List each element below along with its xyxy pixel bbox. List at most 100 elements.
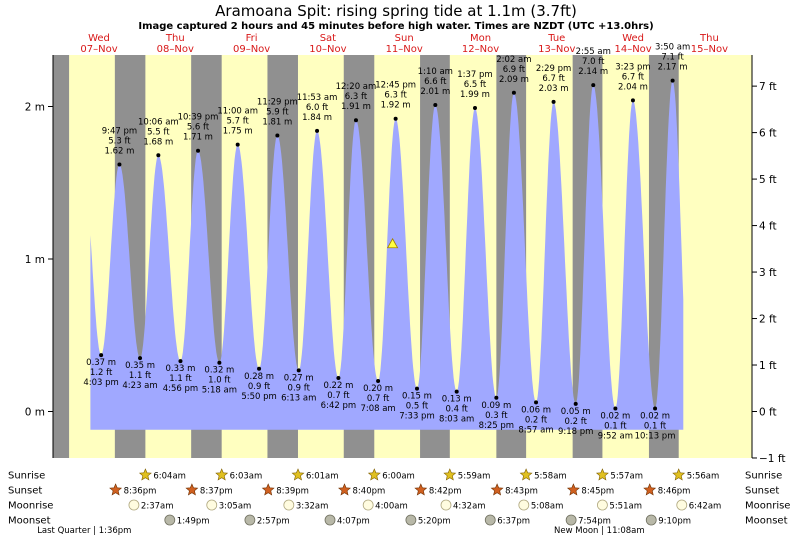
moonrise-time: 4:32am bbox=[453, 502, 486, 512]
day-name: Thu bbox=[699, 33, 719, 44]
high-tide-label: 1.75 m bbox=[223, 127, 253, 137]
high-tide-label: 1.84 m bbox=[302, 113, 332, 123]
high-tide-label: 1.91 m bbox=[341, 102, 371, 112]
low-tide-label: 1.1 ft bbox=[169, 374, 192, 384]
low-tide-label: 0.7 ft bbox=[367, 394, 390, 404]
high-tide-label: 6.6 ft bbox=[424, 77, 447, 87]
low-tide-label: 7:33 pm bbox=[399, 412, 434, 422]
high-tide-label: 11:29 pm bbox=[257, 97, 298, 107]
day-date: 14–Nov bbox=[614, 44, 651, 55]
low-tide-label: 0.2 ft bbox=[565, 417, 588, 427]
sunrise-icon bbox=[215, 468, 229, 481]
low-tide-label: 4:23 am bbox=[122, 381, 157, 391]
high-tide-label: 5.5 ft bbox=[147, 127, 170, 137]
moonrise-icon bbox=[206, 499, 218, 511]
sunset-row-label-right: Sunset bbox=[745, 486, 779, 497]
high-tide-label: 1.62 m bbox=[104, 146, 134, 156]
low-tide-label: 1.1 ft bbox=[129, 371, 152, 381]
high-tide-label: 6.5 ft bbox=[464, 80, 487, 90]
moonrise-row-label-left: Moonrise bbox=[8, 501, 53, 512]
high-tide-point bbox=[315, 128, 320, 133]
low-tide-label: 0.06 m bbox=[521, 405, 551, 415]
moonset-icon bbox=[645, 514, 657, 526]
high-tide-point bbox=[511, 90, 516, 95]
day-name: Thu bbox=[165, 33, 185, 44]
current-tide-marker bbox=[386, 237, 399, 249]
chart-title: Aramoana Spit: rising spring tide at 1.1… bbox=[215, 2, 577, 20]
low-tide-label: 8:03 am bbox=[439, 415, 474, 425]
high-tide-label: 11:53 am bbox=[297, 93, 338, 103]
moonset-icon bbox=[405, 514, 417, 526]
moon-phase-label: Last Quarter | 1:36pm bbox=[37, 526, 131, 536]
moonrise-time: 5:51am bbox=[609, 502, 642, 512]
high-tide-label: 2.09 m bbox=[499, 75, 529, 85]
low-tide-label: 0.13 m bbox=[442, 395, 472, 405]
low-tide-label: 7:08 am bbox=[360, 404, 395, 414]
sunset-icon bbox=[414, 483, 428, 496]
low-tide-label: 8:57 am bbox=[518, 425, 553, 435]
low-tide-label: 0.2 ft bbox=[525, 415, 548, 425]
high-tide-label: 5.3 ft bbox=[108, 136, 131, 146]
high-tide-label: 2.17 m bbox=[658, 63, 688, 73]
high-tide-label: 10:06 am bbox=[138, 117, 179, 127]
high-tide-point bbox=[117, 162, 122, 167]
sunset-time: 8:36pm bbox=[124, 487, 157, 497]
low-tide-label: 5:18 am bbox=[202, 386, 237, 396]
sunrise-time: 5:59am bbox=[458, 472, 491, 482]
moonset-icon bbox=[565, 514, 577, 526]
sunset-time: 8:43pm bbox=[505, 487, 538, 497]
low-tide-point bbox=[296, 368, 301, 373]
moonrise-icon bbox=[128, 499, 140, 511]
day-date: 11–Nov bbox=[386, 44, 423, 55]
high-tide-point bbox=[591, 83, 596, 88]
low-tide-label: 0.20 m bbox=[363, 384, 393, 394]
sunrise-icon bbox=[367, 468, 381, 481]
tide-water-area bbox=[90, 80, 684, 430]
sunrise-icon bbox=[595, 468, 609, 481]
moon-phase-label: New Moon | 11:08am bbox=[554, 526, 645, 536]
high-tide-label: 1.81 m bbox=[262, 117, 292, 127]
high-tide-label: 2.04 m bbox=[618, 82, 648, 92]
moonrise-time: 3:05am bbox=[219, 502, 252, 512]
day-date: 07–Nov bbox=[80, 44, 117, 55]
y-right-tick-label: 7 ft bbox=[759, 81, 777, 93]
low-tide-label: 0.1 ft bbox=[644, 421, 667, 431]
high-tide-label: 1.68 m bbox=[143, 137, 173, 147]
sunrise-icon bbox=[443, 468, 457, 481]
low-tide-point bbox=[653, 406, 658, 411]
low-tide-label: 0.02 m bbox=[600, 411, 630, 421]
high-tide-label: 6.3 ft bbox=[384, 91, 407, 101]
sunset-time: 8:39pm bbox=[276, 487, 309, 497]
high-tide-label: 6.7 ft bbox=[622, 72, 645, 82]
moonrise-icon bbox=[362, 499, 374, 511]
y-left-tick-label: 0 m bbox=[25, 407, 45, 419]
sunset-time: 8:37pm bbox=[200, 487, 233, 497]
high-tide-label: 3:23 pm bbox=[615, 62, 650, 72]
moonrise-time: 6:42am bbox=[689, 502, 722, 512]
high-tide-label: 2.03 m bbox=[539, 84, 569, 94]
high-tide-label: 6.9 ft bbox=[503, 65, 526, 75]
high-tide-point bbox=[630, 98, 635, 103]
high-tide-point bbox=[235, 142, 240, 147]
sunrise-row-label-left: Sunrise bbox=[8, 471, 45, 482]
moonset-time: 9:10pm bbox=[658, 517, 691, 527]
low-tide-point bbox=[613, 406, 618, 411]
high-tide-label: 2:29 pm bbox=[536, 64, 571, 74]
y-right-tick-label: 2 ft bbox=[759, 314, 777, 326]
day-name: Tue bbox=[547, 33, 565, 44]
sunrise-icon bbox=[672, 468, 686, 481]
sunset-time: 8:46pm bbox=[658, 487, 691, 497]
moonset-time: 7:54pm bbox=[578, 517, 611, 527]
day-date: 13–Nov bbox=[538, 44, 575, 55]
high-tide-label: 11:00 am bbox=[217, 107, 258, 117]
chart-subtitle: Image captured 2 hours and 45 minutes be… bbox=[138, 21, 653, 32]
sunset-icon bbox=[490, 483, 504, 496]
sunset-icon bbox=[185, 483, 199, 496]
low-tide-point bbox=[178, 359, 183, 364]
day-date: 10–Nov bbox=[309, 44, 346, 55]
moonrise-icon bbox=[518, 499, 530, 511]
sunrise-time: 5:58am bbox=[534, 472, 567, 482]
low-tide-point bbox=[257, 366, 262, 371]
moonrise-row-label-right: Moonrise bbox=[745, 501, 790, 512]
low-tide-label: 1.0 ft bbox=[208, 376, 231, 386]
